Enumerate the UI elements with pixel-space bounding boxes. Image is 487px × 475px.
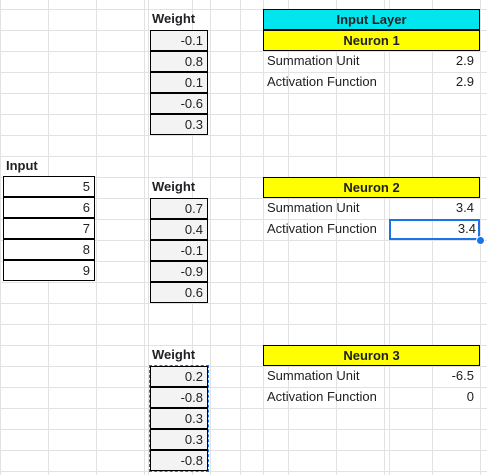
summation-unit-value[interactable]: 3.4 <box>455 200 474 215</box>
weight-cell[interactable]: 0.7 <box>150 198 208 219</box>
input-cell[interactable]: 6 <box>3 197 95 218</box>
activation-function-label: Activation Function <box>267 389 377 404</box>
fill-handle[interactable] <box>476 236 485 245</box>
weight-cell[interactable]: -0.1 <box>150 30 208 51</box>
weight-cell[interactable]: 0.8 <box>150 51 208 72</box>
input-cell[interactable]: 7 <box>3 218 95 239</box>
summation-unit-label: Summation Unit <box>267 53 360 68</box>
weight-cell[interactable]: -0.1 <box>150 240 208 261</box>
column-divider <box>263 0 264 475</box>
weight-cell[interactable]: 0.1 <box>150 72 208 93</box>
neuron-3-header[interactable]: Neuron 3 <box>263 345 480 366</box>
summation-unit-label: Summation Unit <box>267 200 360 215</box>
input-cell[interactable]: 8 <box>3 239 95 260</box>
weight-label: Weight <box>152 179 196 194</box>
activation-function-value[interactable]: 0 <box>466 389 474 404</box>
summation-unit-label: Summation Unit <box>267 368 360 383</box>
column-divider <box>389 0 390 475</box>
weight-cell[interactable]: -0.8 <box>150 450 208 471</box>
neuron-1-header[interactable]: Neuron 1 <box>263 30 480 51</box>
weight-cell[interactable]: 0.4 <box>150 219 208 240</box>
weight-cell[interactable]: 0.6 <box>150 282 208 303</box>
weight-cell[interactable]: -0.8 <box>150 387 208 408</box>
weight-cell[interactable]: -0.6 <box>150 93 208 114</box>
weight-cell[interactable]: 0.3 <box>150 114 208 135</box>
column-divider <box>210 0 211 475</box>
neuron-2-header[interactable]: Neuron 2 <box>263 177 480 198</box>
column-divider <box>96 0 97 475</box>
summation-unit-value[interactable]: 2.9 <box>455 53 474 68</box>
activation-function-label: Activation Function <box>267 221 377 236</box>
weight-cell[interactable]: -0.9 <box>150 261 208 282</box>
weight-cell[interactable]: 0.2 <box>150 366 208 387</box>
input-label: Input <box>6 158 38 173</box>
weight-label: Weight <box>152 347 196 362</box>
weight-cell[interactable]: 0.3 <box>150 408 208 429</box>
weight-cell[interactable]: 0.3 <box>150 429 208 450</box>
copy-range-marquee <box>149 365 209 472</box>
input-layer-header[interactable]: Input Layer <box>263 9 480 30</box>
activation-function-value[interactable]: 2.9 <box>455 74 474 89</box>
summation-unit-value[interactable]: -6.5 <box>451 368 474 383</box>
input-cell[interactable]: 5 <box>3 176 95 197</box>
weight-label: Weight <box>152 11 196 26</box>
column-divider <box>148 0 149 475</box>
input-cell[interactable]: 9 <box>3 260 95 281</box>
activation-function-label: Activation Function <box>267 74 377 89</box>
selected-activation-cell[interactable]: 3.4 <box>389 219 480 240</box>
